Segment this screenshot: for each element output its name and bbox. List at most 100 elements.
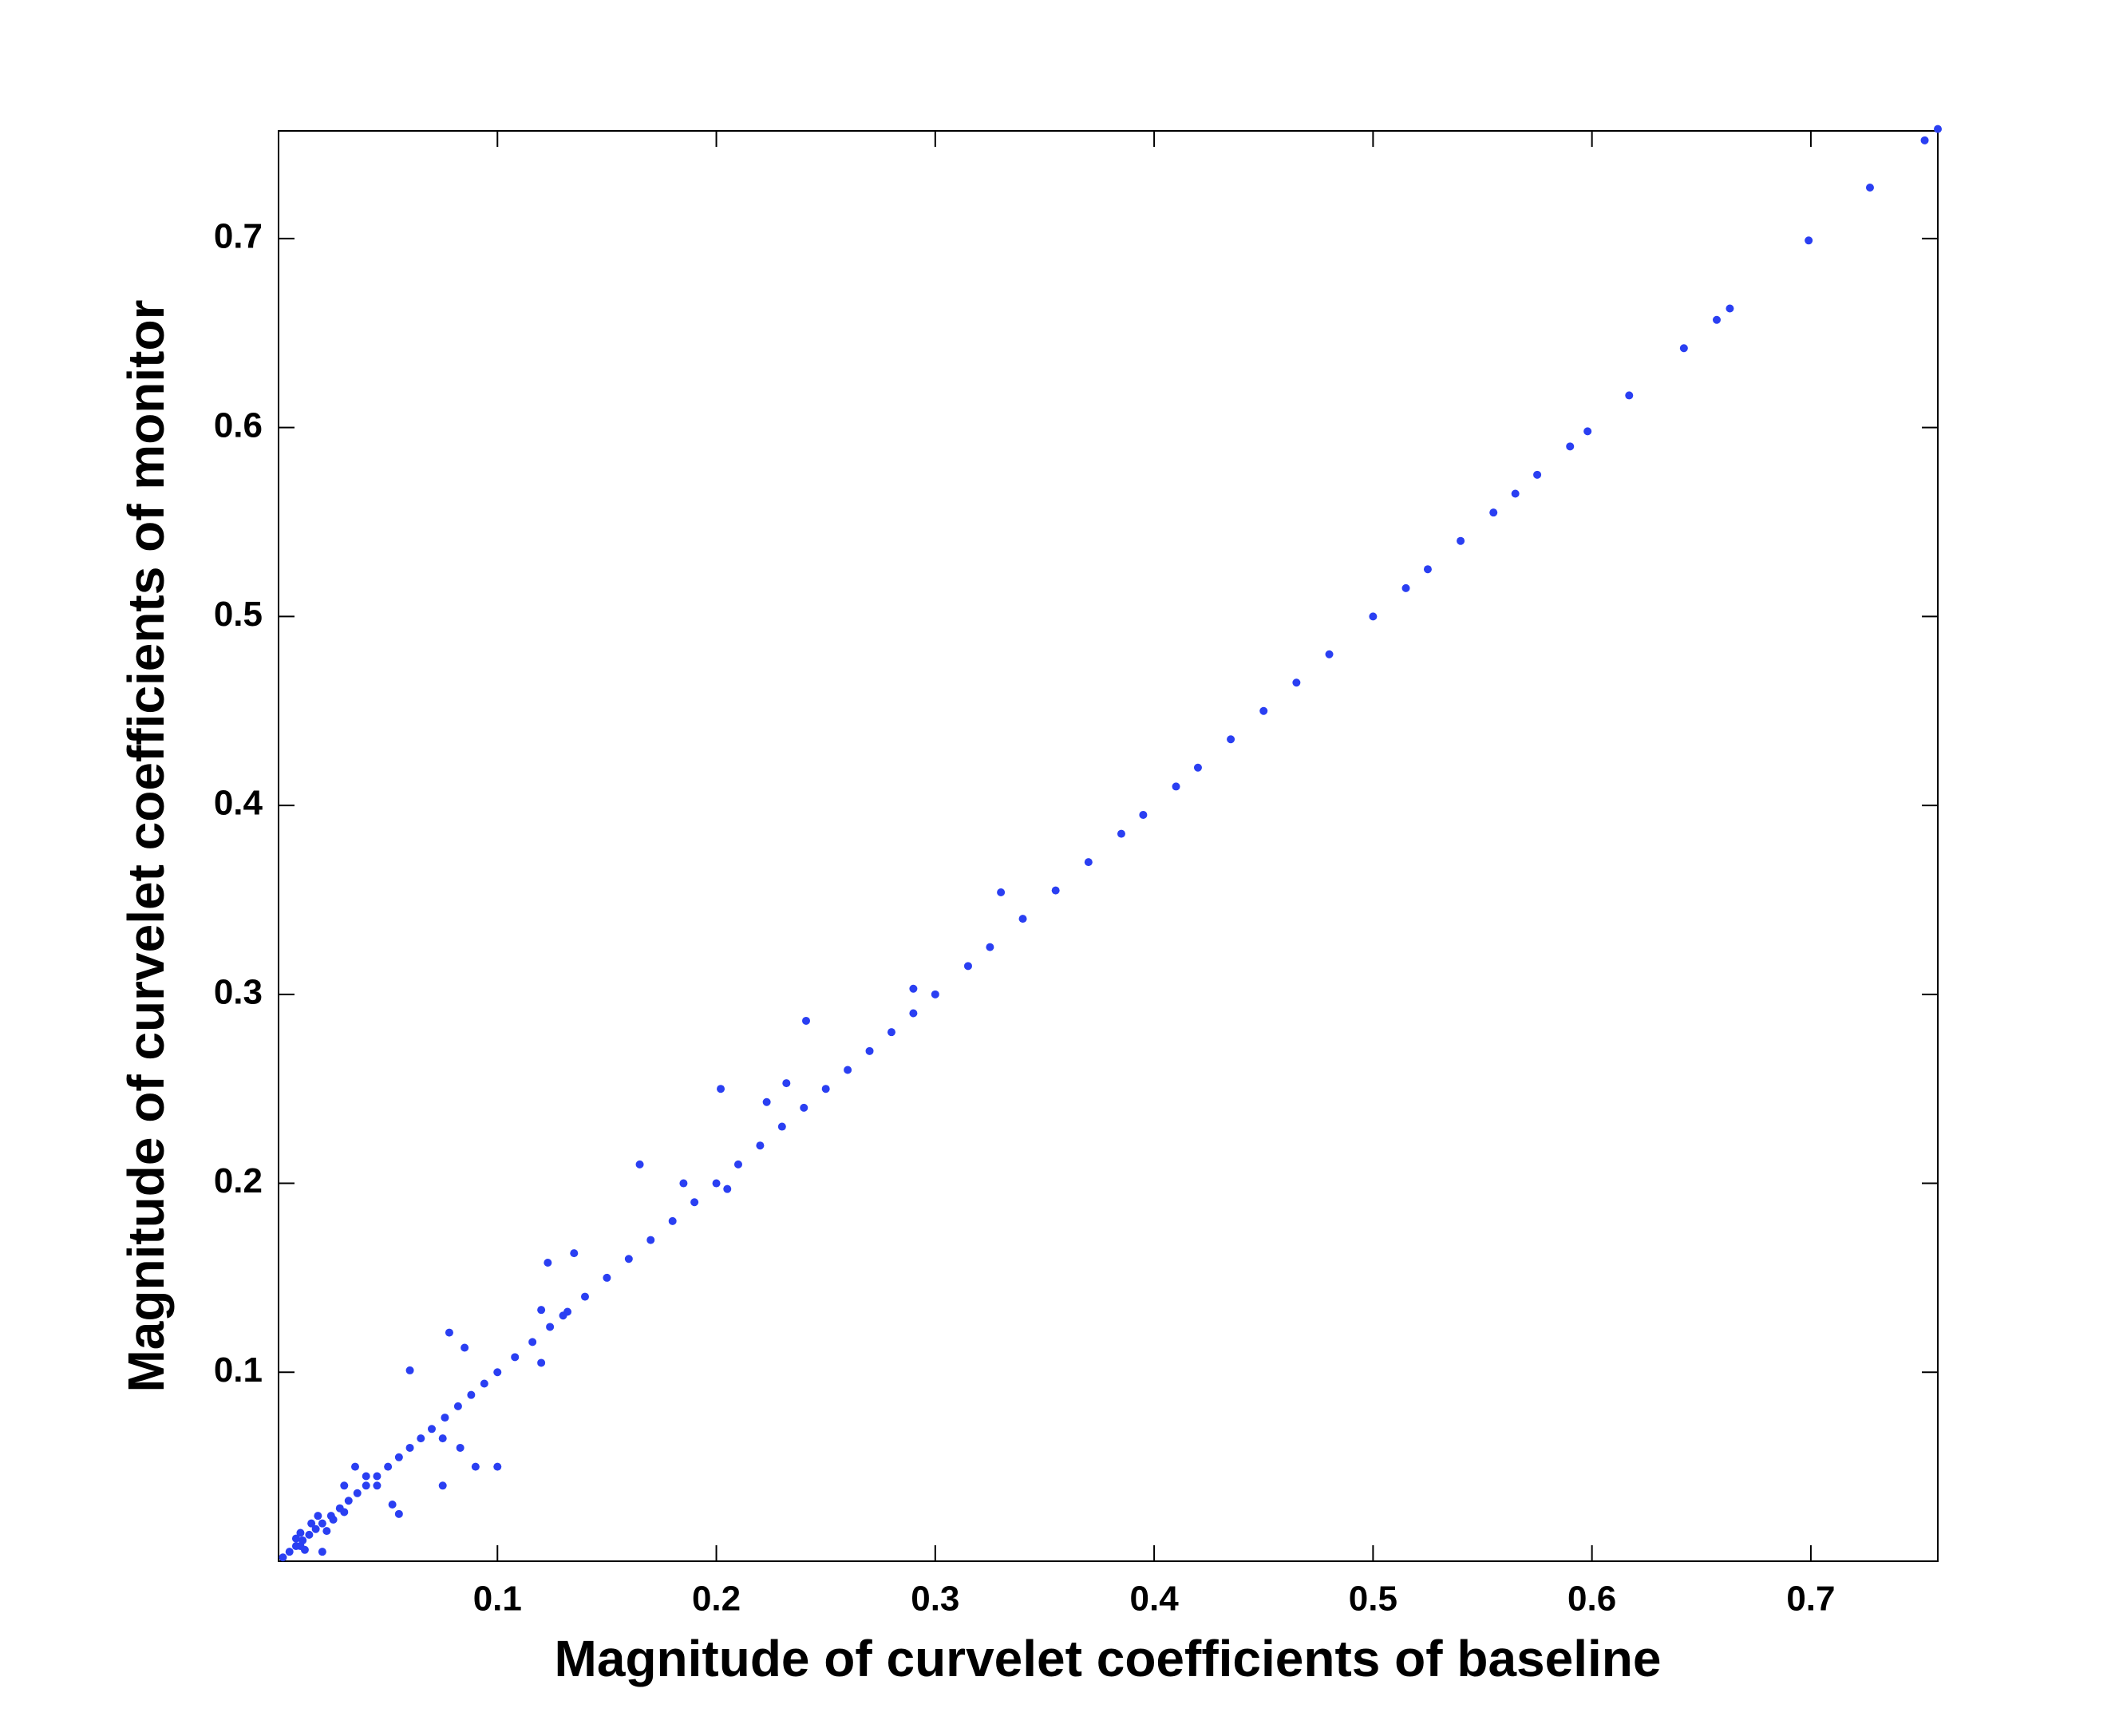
y-tick-label: 0.3 <box>214 972 263 1011</box>
point <box>427 1425 436 1433</box>
x-tick-label: 0.6 <box>1567 1580 1616 1619</box>
point <box>441 1414 449 1422</box>
point <box>1325 650 1334 658</box>
point <box>717 1085 725 1093</box>
axes-box <box>278 130 1939 1562</box>
point <box>344 1497 353 1505</box>
y-tick-label: 0.1 <box>214 1350 263 1390</box>
point <box>1533 470 1542 479</box>
point <box>887 1028 895 1037</box>
point <box>1920 136 1929 144</box>
point <box>679 1179 688 1188</box>
point <box>844 1066 852 1074</box>
y-tick-label: 0.6 <box>214 405 263 445</box>
point <box>493 1462 502 1471</box>
point <box>537 1306 546 1315</box>
point <box>963 962 972 971</box>
point <box>305 1530 314 1539</box>
point <box>1084 858 1093 867</box>
point <box>445 1328 453 1337</box>
point <box>329 1515 338 1524</box>
point <box>1489 508 1498 517</box>
point <box>603 1273 611 1282</box>
point <box>646 1236 655 1244</box>
point <box>986 943 994 951</box>
point <box>1401 583 1410 592</box>
point <box>802 1016 811 1025</box>
point <box>1227 735 1235 744</box>
point <box>723 1184 732 1193</box>
point <box>394 1509 403 1518</box>
point <box>438 1434 447 1443</box>
point <box>362 1472 370 1481</box>
point <box>417 1434 425 1443</box>
x-tick-label: 0.1 <box>473 1580 522 1619</box>
point <box>559 1311 567 1320</box>
point <box>1139 810 1148 819</box>
x-tick-label: 0.5 <box>1349 1580 1397 1619</box>
point <box>997 888 1006 896</box>
point <box>1566 442 1575 451</box>
x-axis-label: Magnitude of curvelet coefficients of ba… <box>555 1630 1662 1687</box>
point <box>1423 565 1432 574</box>
point <box>1583 427 1592 436</box>
point <box>624 1255 633 1263</box>
point <box>405 1443 414 1452</box>
x-tick-label: 0.3 <box>911 1580 959 1619</box>
point <box>291 1534 300 1543</box>
point <box>909 984 918 993</box>
point <box>544 1258 552 1267</box>
point <box>1805 236 1813 245</box>
point <box>909 1009 918 1018</box>
point <box>733 1160 742 1169</box>
point <box>821 1085 830 1093</box>
point <box>307 1519 316 1528</box>
point <box>314 1512 322 1520</box>
point <box>537 1358 546 1367</box>
point <box>668 1216 677 1225</box>
point <box>800 1103 808 1112</box>
point <box>350 1462 359 1471</box>
point <box>373 1481 381 1490</box>
point <box>453 1402 462 1410</box>
point <box>712 1179 721 1188</box>
point <box>438 1481 447 1490</box>
point <box>1193 763 1202 772</box>
y-axis-label: Magnitude of curvelet coefficients of mo… <box>117 300 175 1393</box>
point <box>362 1481 370 1490</box>
point <box>931 990 939 998</box>
point <box>546 1323 555 1331</box>
point <box>1679 344 1688 353</box>
point <box>756 1141 765 1150</box>
point <box>353 1489 362 1497</box>
point <box>1292 678 1301 687</box>
point <box>1117 829 1125 838</box>
point <box>384 1462 393 1471</box>
point <box>394 1453 403 1461</box>
y-tick-label: 0.2 <box>214 1161 263 1200</box>
point <box>311 1524 320 1533</box>
point <box>1457 536 1465 545</box>
point <box>322 1527 331 1536</box>
point <box>782 1079 791 1088</box>
point <box>580 1292 589 1301</box>
point <box>762 1097 771 1106</box>
point <box>456 1443 465 1452</box>
x-tick-label: 0.4 <box>1130 1580 1180 1619</box>
x-tick-label: 0.2 <box>692 1580 741 1619</box>
point <box>570 1249 579 1258</box>
point <box>296 1528 305 1537</box>
point <box>285 1548 294 1556</box>
point <box>1934 125 1942 133</box>
point <box>635 1160 644 1169</box>
point <box>318 1548 326 1556</box>
point <box>1259 706 1268 715</box>
point <box>471 1462 480 1471</box>
point <box>480 1379 488 1388</box>
point <box>511 1353 520 1362</box>
point <box>388 1500 397 1509</box>
point <box>1726 304 1734 313</box>
point <box>461 1343 469 1352</box>
